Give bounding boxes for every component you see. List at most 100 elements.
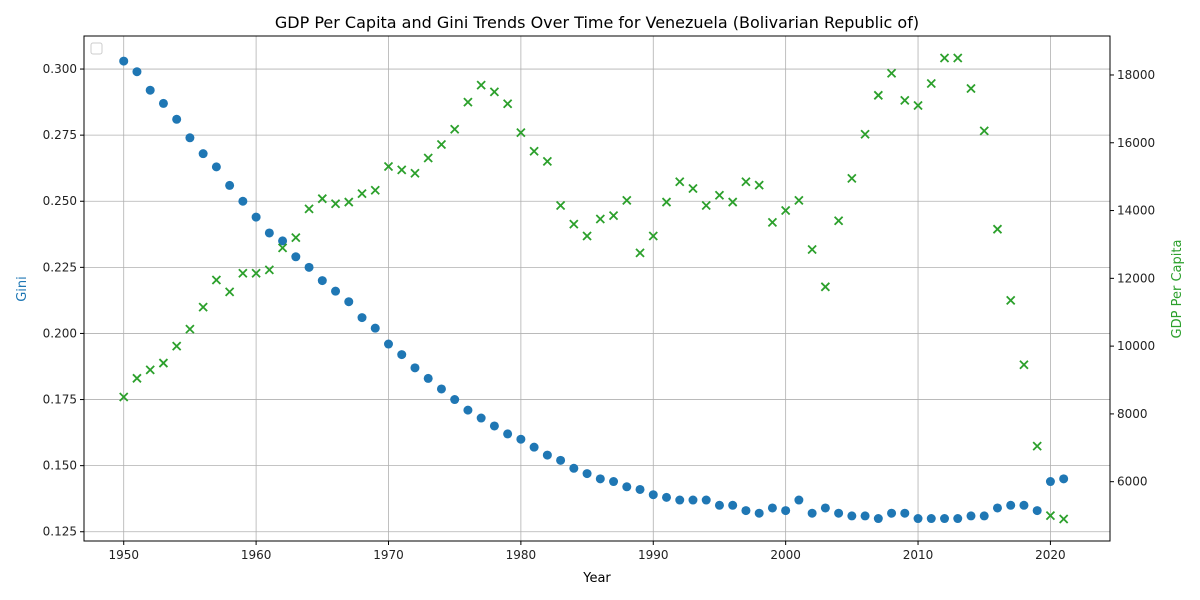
gini-point (278, 236, 288, 246)
gdp-point (648, 231, 658, 241)
gdp-point (688, 183, 698, 194)
gini-point (688, 495, 698, 505)
gdp-point (1019, 360, 1029, 370)
gdp-point (529, 146, 539, 156)
right-y-tick-label: 14000 (1117, 204, 1155, 218)
gdp-point (1006, 295, 1016, 305)
gini-point (132, 67, 142, 77)
gini-point (264, 228, 274, 238)
gdp-point (608, 210, 619, 221)
gdp-point (277, 243, 288, 253)
gini-point (172, 114, 182, 124)
gini-point (1045, 477, 1055, 487)
left-y-tick-label: 0.150 (43, 459, 77, 473)
gini-point (383, 339, 393, 349)
gini-point (185, 133, 195, 143)
gdp-point (463, 97, 473, 107)
gini-point (794, 495, 804, 505)
gini-point (992, 503, 1002, 513)
gdp-point (357, 188, 367, 199)
chart-title: GDP Per Capita and Gini Trends Over Time… (275, 13, 919, 32)
gini-point (940, 514, 950, 524)
gdp-point (1032, 441, 1042, 451)
gdp-point (847, 173, 857, 183)
gdp-point (198, 302, 208, 312)
left-y-tick-label: 0.200 (43, 326, 77, 340)
gini-point (569, 463, 579, 473)
left-y-tick-label: 0.300 (43, 62, 77, 76)
gdp-point (741, 177, 751, 187)
left-y-tick-label: 0.125 (43, 525, 77, 539)
gini-point (728, 500, 738, 510)
gdp-point (238, 268, 248, 278)
gdp-point (582, 231, 592, 241)
gdp-point (701, 200, 711, 211)
gini-point (913, 514, 923, 524)
gini-point (648, 490, 658, 500)
gdp-point (661, 197, 672, 207)
gdp-point (503, 99, 513, 109)
gini-point (1032, 506, 1042, 516)
gdp-point (436, 139, 447, 150)
gini-point (119, 56, 129, 66)
gdp-point (211, 275, 222, 285)
gini-point (847, 511, 857, 521)
gini-point (609, 477, 619, 487)
x-axis-title: Year (582, 571, 611, 586)
gini-point (357, 313, 367, 323)
gini-point (953, 514, 963, 524)
x-tick-label: 1980 (506, 548, 537, 562)
gini-point (714, 500, 724, 510)
gdp-point (304, 204, 314, 214)
gdp-point (330, 199, 341, 209)
gdp-point (966, 83, 976, 94)
gini-point (397, 350, 407, 360)
x-tick-label: 2000 (770, 548, 801, 562)
gini-point (556, 455, 566, 465)
left-y-tick-label: 0.250 (43, 194, 77, 208)
gdp-point (820, 282, 831, 292)
gini-point (675, 495, 685, 505)
gdp-point (450, 124, 460, 134)
x-tick-label: 1960 (241, 548, 272, 562)
gdp-point (886, 68, 897, 78)
gdp-point (1059, 514, 1069, 524)
gini-point (450, 395, 460, 405)
gini-point (754, 508, 764, 518)
gini-point (225, 180, 235, 190)
gini-point (145, 85, 155, 95)
right-y-tick-label: 8000 (1117, 407, 1148, 421)
gini-point (370, 323, 380, 333)
gdp-point (291, 233, 301, 243)
x-tick-label: 1970 (373, 548, 404, 562)
left-y-tick-label: 0.225 (43, 260, 77, 274)
gini-point (436, 384, 446, 394)
gdp-point (383, 161, 394, 172)
gini-point (489, 421, 499, 431)
gini-point (807, 508, 817, 518)
gini-point (1059, 474, 1069, 484)
right-y-tick-label: 18000 (1117, 68, 1155, 82)
left-y-tick-label: 0.275 (43, 128, 77, 142)
gini-point (158, 98, 168, 108)
gdp-point (489, 87, 500, 97)
gini-point (767, 503, 777, 513)
gdp-point (767, 217, 778, 228)
x-tick-label: 1990 (638, 548, 669, 562)
gini-point (1019, 500, 1029, 510)
gdp-point (224, 287, 235, 297)
gdp-point (542, 156, 552, 167)
gini-point (344, 297, 354, 307)
gdp-point (728, 197, 738, 207)
gdp-point (926, 78, 936, 89)
right-y-tick-label: 16000 (1117, 136, 1155, 150)
left-y-tick-label: 0.175 (43, 393, 77, 407)
gdp-point (476, 80, 486, 90)
gdp-point (833, 216, 844, 226)
gdp-point (860, 129, 870, 139)
plot-frame (83, 35, 1111, 542)
gdp-point (913, 100, 923, 111)
right-y-tick-label: 12000 (1117, 271, 1155, 285)
gini-point (331, 286, 341, 296)
gini-point (1006, 500, 1016, 510)
